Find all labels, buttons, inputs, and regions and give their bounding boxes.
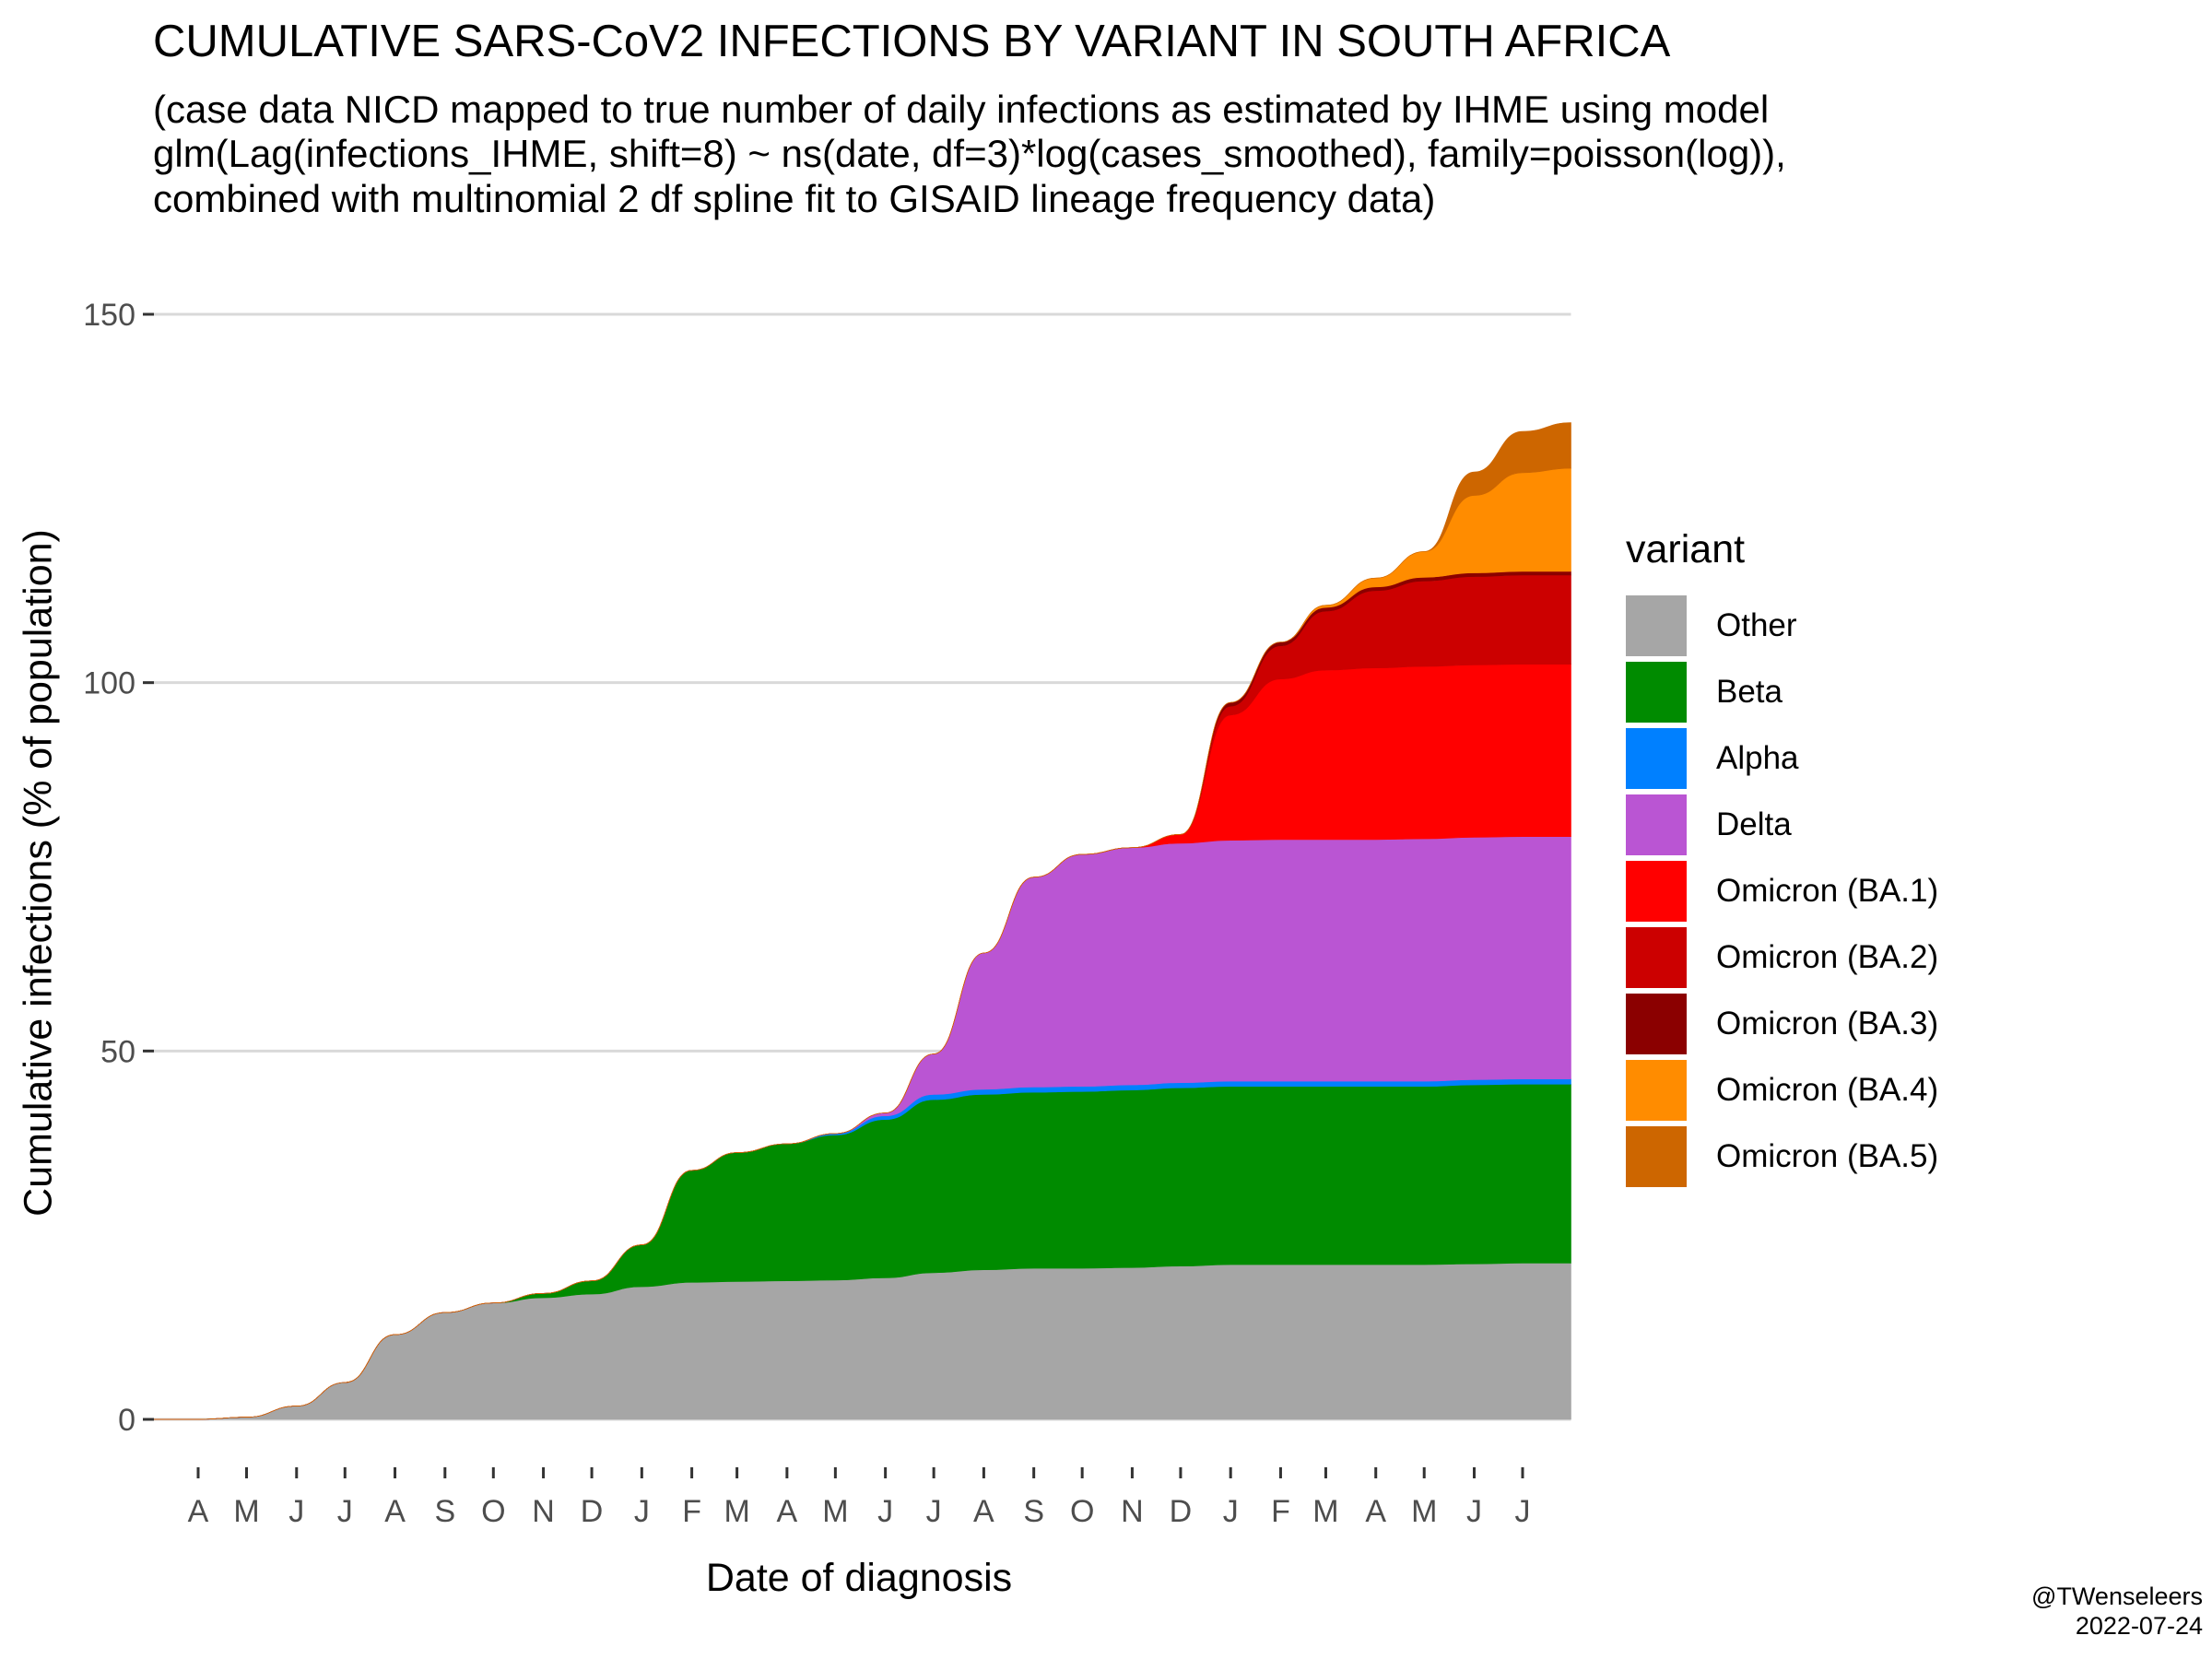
- legend-label-omicron-ba-3: Omicron (BA.3): [1716, 1006, 1939, 1041]
- x-tick-label: M: [1312, 1494, 1338, 1529]
- x-tick-label: D: [1170, 1494, 1193, 1529]
- legend-key-omicron-ba-2: [1626, 927, 1687, 988]
- x-tick-label: F: [1271, 1494, 1290, 1529]
- x-tick-label: A: [1365, 1494, 1386, 1529]
- x-tick-label: J: [877, 1494, 893, 1529]
- x-tick-label: J: [634, 1494, 650, 1529]
- legend-item-alpha: Alpha: [1626, 725, 1938, 792]
- legend-label-omicron-ba-5: Omicron (BA.5): [1716, 1138, 1939, 1174]
- x-tick-label: A: [384, 1494, 406, 1529]
- subtitle-line: (case data NICD mapped to true number of…: [153, 88, 1770, 131]
- legend-item-delta: Delta: [1626, 792, 1938, 858]
- legend-label-alpha: Alpha: [1716, 740, 1799, 776]
- legend: variant Other Beta Alpha Delta Omicron (BA.1…: [1626, 527, 1938, 1190]
- legend-item-omicron-ba-5: Omicron (BA.5): [1626, 1124, 1938, 1190]
- y-axis-title: Cumulative infections (% of population): [16, 529, 61, 1217]
- x-tick-label: A: [973, 1494, 994, 1529]
- legend-label-omicron-ba-1: Omicron (BA.1): [1716, 873, 1939, 909]
- legend-label-delta: Delta: [1716, 806, 1792, 842]
- x-tick-label: M: [724, 1494, 749, 1529]
- legend-item-omicron-ba-2: Omicron (BA.2): [1626, 924, 1938, 991]
- x-tick-label: S: [434, 1494, 455, 1529]
- y-tick-label: 100: [83, 666, 135, 701]
- legend-label-other: Other: [1716, 607, 1797, 643]
- area-other: [147, 1263, 1571, 1420]
- legend-item-omicron-ba-3: Omicron (BA.3): [1626, 991, 1938, 1057]
- x-tick-label: J: [337, 1494, 353, 1529]
- legend-item-other: Other: [1626, 593, 1938, 659]
- legend-item-omicron-ba-4: Omicron (BA.4): [1626, 1057, 1938, 1124]
- legend-label-beta: Beta: [1716, 674, 1783, 710]
- legend-key-delta: [1626, 794, 1687, 855]
- caption-date: 2022-07-24: [2075, 1612, 2203, 1641]
- x-tick-label: M: [233, 1494, 259, 1529]
- x-tick-label: O: [1070, 1494, 1094, 1529]
- x-tick-label: A: [777, 1494, 798, 1529]
- area-layer: [147, 422, 1571, 1420]
- chart-subtitle: (case data NICD mapped to true number of…: [153, 88, 1786, 221]
- legend-label-omicron-ba-2: Omicron (BA.2): [1716, 939, 1939, 975]
- y-tick-label: 150: [83, 298, 135, 333]
- x-tick-label: D: [581, 1494, 604, 1529]
- subtitle-line: glm(Lag(infections_IHME, shift=8) ~ ns(d…: [153, 132, 1786, 176]
- x-tick-label: J: [926, 1494, 942, 1529]
- caption-author: @TWenseleers: [2031, 1583, 2203, 1610]
- legend-key-alpha: [1626, 728, 1687, 789]
- x-tick-label: M: [1411, 1494, 1437, 1529]
- x-tick-label: J: [1515, 1494, 1531, 1529]
- x-tick-label: J: [1223, 1494, 1239, 1529]
- legend-label-omicron-ba-4: Omicron (BA.4): [1716, 1072, 1939, 1108]
- x-tick-label: J: [1466, 1494, 1482, 1529]
- chart-title: CUMULATIVE SARS-CoV2 INFECTIONS BY VARIA…: [153, 17, 1671, 66]
- x-tick-label: N: [1121, 1494, 1144, 1529]
- legend-key-omicron-ba-1: [1626, 861, 1687, 922]
- caption: @TWenseleers 2022-07-24: [2031, 1582, 2203, 1641]
- x-tick-label: A: [188, 1494, 209, 1529]
- x-tick-label: F: [682, 1494, 701, 1529]
- x-tick-label: M: [822, 1494, 848, 1529]
- legend-key-omicron-ba-5: [1626, 1126, 1687, 1187]
- x-tick-label: S: [1023, 1494, 1044, 1529]
- legend-key-omicron-ba-4: [1626, 1060, 1687, 1121]
- legend-item-beta: Beta: [1626, 659, 1938, 725]
- legend-items: Other Beta Alpha Delta Omicron (BA.1) Omicron…: [1626, 593, 1938, 1190]
- y-tick-label: 0: [118, 1403, 135, 1438]
- x-tick-label: J: [288, 1494, 304, 1529]
- y-tick-label: 50: [100, 1034, 135, 1069]
- legend-key-beta: [1626, 662, 1687, 723]
- x-tick-label: N: [532, 1494, 555, 1529]
- legend-title: variant: [1626, 527, 1746, 571]
- x-axis-title: Date of diagnosis: [705, 1556, 1013, 1600]
- area-omicron-ba-5: [147, 422, 1571, 1420]
- subtitle-line: combined with multinomial 2 df spline fi…: [153, 176, 1436, 220]
- x-tick-label: O: [481, 1494, 505, 1529]
- legend-item-omicron-ba-1: Omicron (BA.1): [1626, 858, 1938, 924]
- legend-key-other: [1626, 595, 1687, 656]
- legend-key-omicron-ba-3: [1626, 994, 1687, 1054]
